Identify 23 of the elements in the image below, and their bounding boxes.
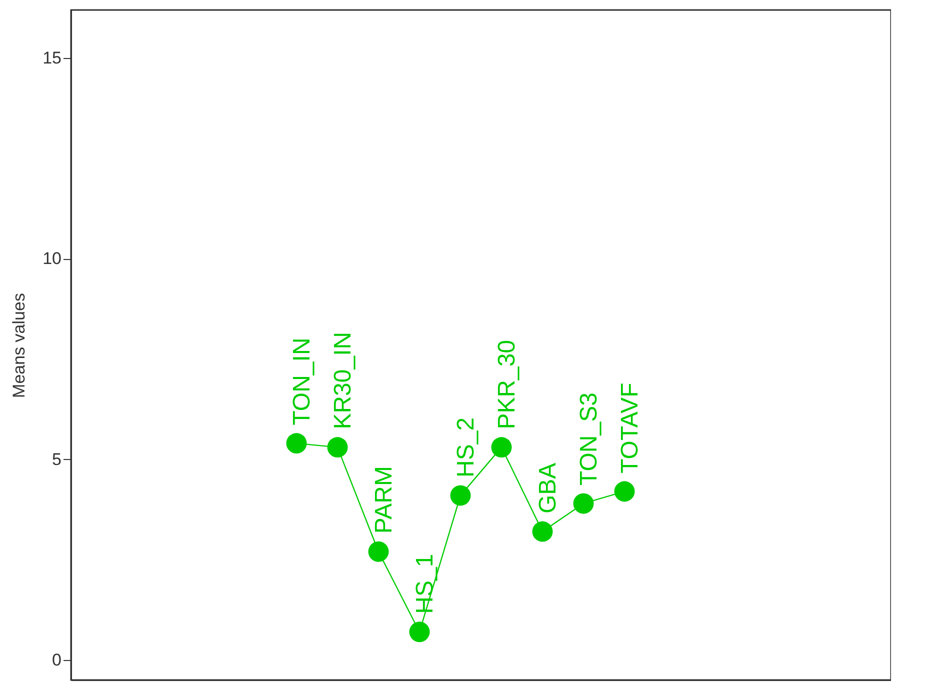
point [614, 481, 635, 502]
annotation: TOTAVF [616, 382, 644, 474]
annotation: KR30_IN [330, 332, 356, 430]
point [532, 521, 553, 542]
point [450, 485, 471, 506]
y-tick-label: 15 [42, 48, 62, 68]
annotation: TON_S3 [576, 392, 602, 486]
point [286, 433, 307, 454]
annotation: TON_IN [288, 338, 316, 426]
annotation: HS_2 [452, 417, 480, 478]
point [573, 493, 594, 514]
point [368, 541, 389, 562]
y-tick-label: 5 [52, 450, 62, 469]
annotation: HS_1 [412, 554, 438, 614]
y-tick-label: 10 [42, 249, 62, 268]
annotation: PARM [370, 466, 398, 534]
point [409, 622, 430, 642]
annotation: GBA [534, 462, 562, 514]
annotation: PKR_30 [494, 340, 520, 430]
point [327, 437, 348, 458]
y-tick-label: 0 [52, 650, 62, 670]
point [491, 437, 512, 458]
y-axis-title: Means values [10, 293, 29, 398]
